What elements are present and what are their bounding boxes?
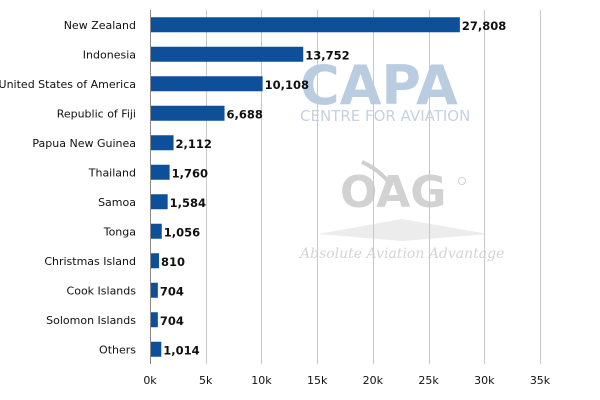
category-label: Tonga bbox=[103, 225, 136, 238]
category-label: Papua New Guinea bbox=[32, 137, 136, 150]
x-tick-label: 25k bbox=[418, 374, 439, 387]
category-label: Thailand bbox=[88, 166, 136, 179]
data-label: 810 bbox=[161, 255, 185, 269]
data-label: 10,108 bbox=[265, 78, 309, 92]
data-label: 13,752 bbox=[305, 48, 349, 62]
x-tick-label: 15k bbox=[307, 374, 328, 387]
category-label: Others bbox=[99, 343, 136, 356]
data-label: 1,760 bbox=[172, 166, 208, 180]
data-label: 1,584 bbox=[170, 196, 206, 210]
bar bbox=[150, 164, 170, 180]
bar bbox=[150, 223, 162, 239]
watermarks: CAPA CENTRE FOR AVIATION OAG Absolute Av… bbox=[298, 54, 504, 262]
bar bbox=[150, 341, 162, 357]
bar bbox=[150, 194, 168, 210]
x-tick-label: 5k bbox=[199, 374, 213, 387]
category-labels: New Zealand Indonesia United States of Ame… bbox=[0, 19, 136, 357]
bar bbox=[150, 46, 304, 62]
oag-watermark-subtitle: Absolute Aviation Advantage bbox=[298, 246, 504, 262]
category-label: Indonesia bbox=[83, 48, 136, 61]
oag-watermark: OAG bbox=[340, 167, 446, 218]
bars bbox=[150, 17, 460, 357]
x-tick-label: 30k bbox=[474, 374, 495, 387]
data-label: 1,014 bbox=[163, 343, 199, 357]
gridlines bbox=[206, 10, 541, 364]
data-label: 27,808 bbox=[462, 19, 506, 33]
registered-mark-icon bbox=[458, 177, 466, 185]
x-tick-label: 20k bbox=[363, 374, 384, 387]
category-label: Christmas Island bbox=[44, 255, 136, 268]
bar bbox=[150, 135, 174, 151]
bar bbox=[150, 253, 160, 269]
x-tick-labels: 0k 5k 10k 15k 20k 25k 30k 35k bbox=[143, 374, 550, 387]
data-label: 2,112 bbox=[176, 137, 212, 151]
bar bbox=[150, 312, 158, 328]
bar bbox=[150, 17, 460, 33]
value-labels: 27,808 13,752 10,108 6,688 2,112 1,760 1,584 1,… bbox=[160, 19, 506, 358]
x-tick-label: 10k bbox=[251, 374, 272, 387]
data-label: 704 bbox=[160, 284, 184, 298]
category-label: Cook Islands bbox=[67, 284, 137, 297]
capa-watermark-subtitle: CENTRE FOR AVIATION bbox=[300, 107, 470, 125]
bar bbox=[150, 282, 158, 298]
category-label: Samoa bbox=[98, 196, 136, 209]
x-tick-label: 35k bbox=[530, 374, 551, 387]
x-tick-label: 0k bbox=[143, 374, 157, 387]
category-label: United States of America bbox=[0, 78, 136, 91]
oag-swoosh-icon bbox=[361, 160, 394, 188]
capa-watermark: CAPA bbox=[300, 54, 458, 117]
category-label: Solomon Islands bbox=[46, 314, 136, 327]
data-label: 704 bbox=[160, 314, 184, 328]
data-label: 1,056 bbox=[164, 225, 200, 239]
category-label: Republic of Fiji bbox=[57, 107, 136, 120]
bar bbox=[150, 76, 263, 92]
oag-reflection-shape bbox=[318, 219, 488, 241]
bar bbox=[150, 105, 225, 121]
data-label: 6,688 bbox=[227, 107, 263, 121]
category-label: New Zealand bbox=[64, 19, 136, 32]
